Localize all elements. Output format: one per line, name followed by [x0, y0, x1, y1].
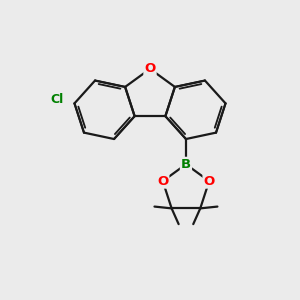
Text: B: B	[181, 158, 191, 171]
Text: Cl: Cl	[50, 93, 64, 106]
Text: O: O	[144, 62, 156, 75]
Text: O: O	[203, 175, 215, 188]
Text: O: O	[157, 175, 168, 188]
